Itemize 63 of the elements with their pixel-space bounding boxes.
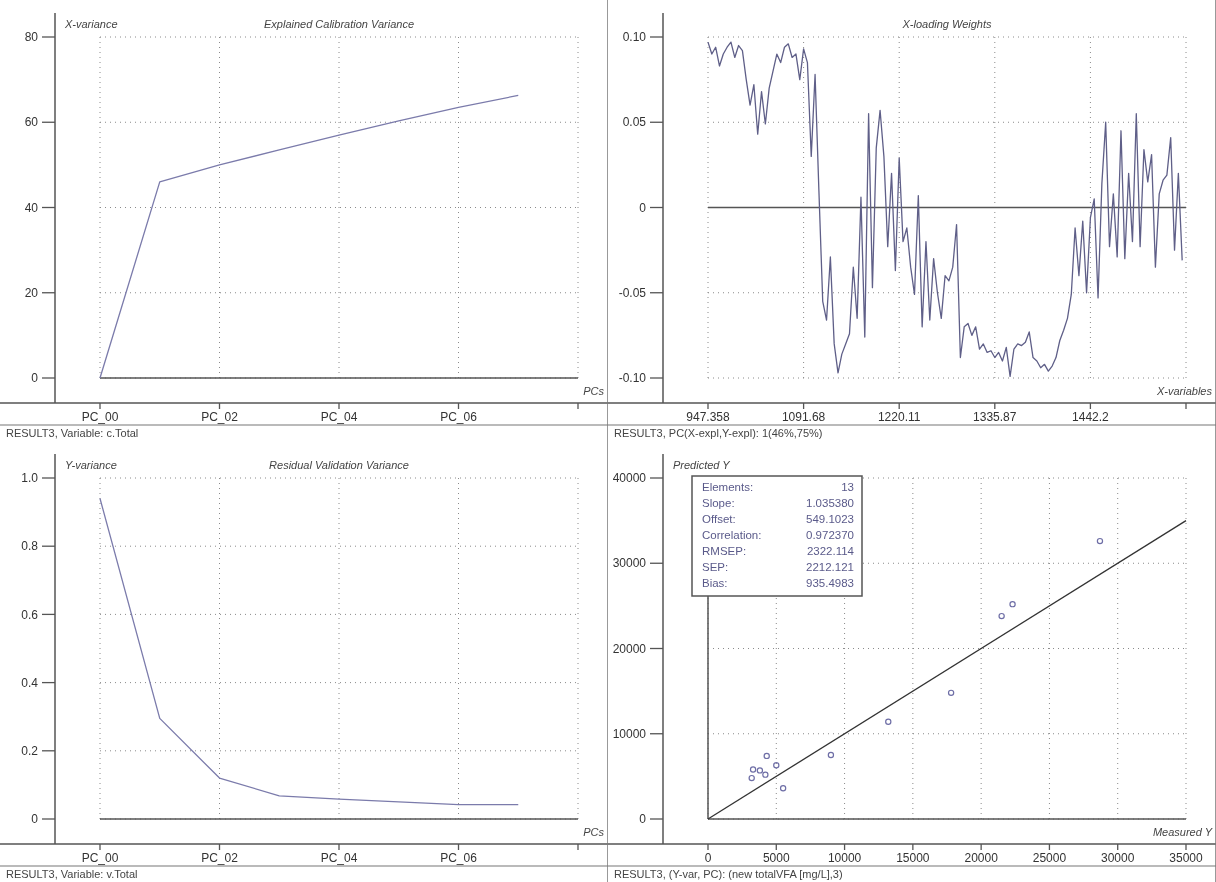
x-tick-label: 1442.2 <box>1072 410 1110 424</box>
x-tick-label: PC_06 <box>440 851 478 865</box>
y-axis-title: X-variance <box>64 18 118 30</box>
y-tick-label: -0.05 <box>618 285 647 300</box>
x-tick-label: 20000 <box>964 851 999 865</box>
y-tick-label: 0 <box>639 812 647 827</box>
x-tick-label: PC_04 <box>320 851 358 865</box>
x-axis-title: X-variables <box>1155 385 1213 397</box>
x-tick-label: PC_00 <box>81 410 119 424</box>
chart-title: X-loading Weights <box>901 18 993 30</box>
x-tick-label: PC_06 <box>440 410 478 424</box>
y-tick-label: 0.8 <box>21 539 39 554</box>
chart-title: Residual Validation Variance <box>269 459 409 471</box>
y-tick-label: 0.05 <box>622 115 647 130</box>
y-tick-label: 0.2 <box>21 744 39 758</box>
x-tick-label: 1335.87 <box>973 410 1017 424</box>
y-axis-title: Predicted Y <box>673 459 731 471</box>
x-tick-label: 30000 <box>1101 851 1135 865</box>
y-tick-label: 40000 <box>612 471 647 486</box>
x-tick-label: 10000 <box>827 851 862 865</box>
x-axis-title: PCs <box>583 826 605 838</box>
y-tick-label: 20 <box>24 285 39 300</box>
y-tick-label: 0 <box>639 200 647 215</box>
x-axis-title: PCs <box>583 385 605 397</box>
x-tick-label: 1220.11 <box>877 410 921 424</box>
text: Elements: 13 <box>702 481 854 493</box>
x-axis-title: Measured Y <box>1152 826 1213 838</box>
y-tick-label: 1.0 <box>21 471 39 486</box>
y-tick-label: 0.4 <box>21 675 39 690</box>
x-tick-label: 5000 <box>762 851 790 865</box>
chart-title: Explained Calibration Variance <box>263 18 415 30</box>
x-tick-label: 25000 <box>1032 851 1067 865</box>
text: RMSEP: 2322.114 <box>702 545 854 557</box>
text: Offset: 549.1023 <box>702 513 854 525</box>
x-tick-label: 1091.68 <box>781 410 826 424</box>
text: Correlation: 0.972370 <box>702 529 854 541</box>
y-tick-label: 40 <box>24 200 39 215</box>
text: RESULT3, PC(X-expl,Y-expl): 1(46%,75%) <box>614 427 823 439</box>
x-tick-label: PC_02 <box>201 851 239 865</box>
x-tick-label: 0 <box>704 851 712 865</box>
x-tick-label: PC_02 <box>201 410 239 424</box>
y-tick-label: 0.10 <box>622 30 647 45</box>
y-tick-label: 0 <box>31 371 39 386</box>
y-axis-title: Y-variance <box>65 459 117 471</box>
text: RESULT3, (Y-var, PC): (new totalVFA [mg/L],3) <box>614 868 843 880</box>
text: SEP: 2212.121 <box>702 561 854 573</box>
y-tick-label: 0 <box>31 812 39 827</box>
x-tick-label: PC_04 <box>320 410 358 424</box>
x-tick-label: PC_00 <box>81 851 119 865</box>
text: Slope: 1.035380 <box>702 497 854 509</box>
y-tick-label: 30000 <box>612 556 647 571</box>
y-tick-label: 80 <box>24 30 39 45</box>
text: RESULT3, Variable: c.Total <box>6 427 139 439</box>
y-tick-label: 0.6 <box>21 607 39 622</box>
y-tick-label: 10000 <box>612 726 647 741</box>
y-tick-label: -0.10 <box>618 371 647 386</box>
x-tick-label: 15000 <box>896 851 930 865</box>
text: Bias: 935.4983 <box>702 577 854 589</box>
y-tick-label: 20000 <box>612 641 647 656</box>
text: RESULT3, Variable: v.Total <box>6 868 138 880</box>
x-tick-label: 947.358 <box>686 410 731 424</box>
x-tick-label: 35000 <box>1169 851 1204 865</box>
y-tick-label: 60 <box>24 115 39 130</box>
